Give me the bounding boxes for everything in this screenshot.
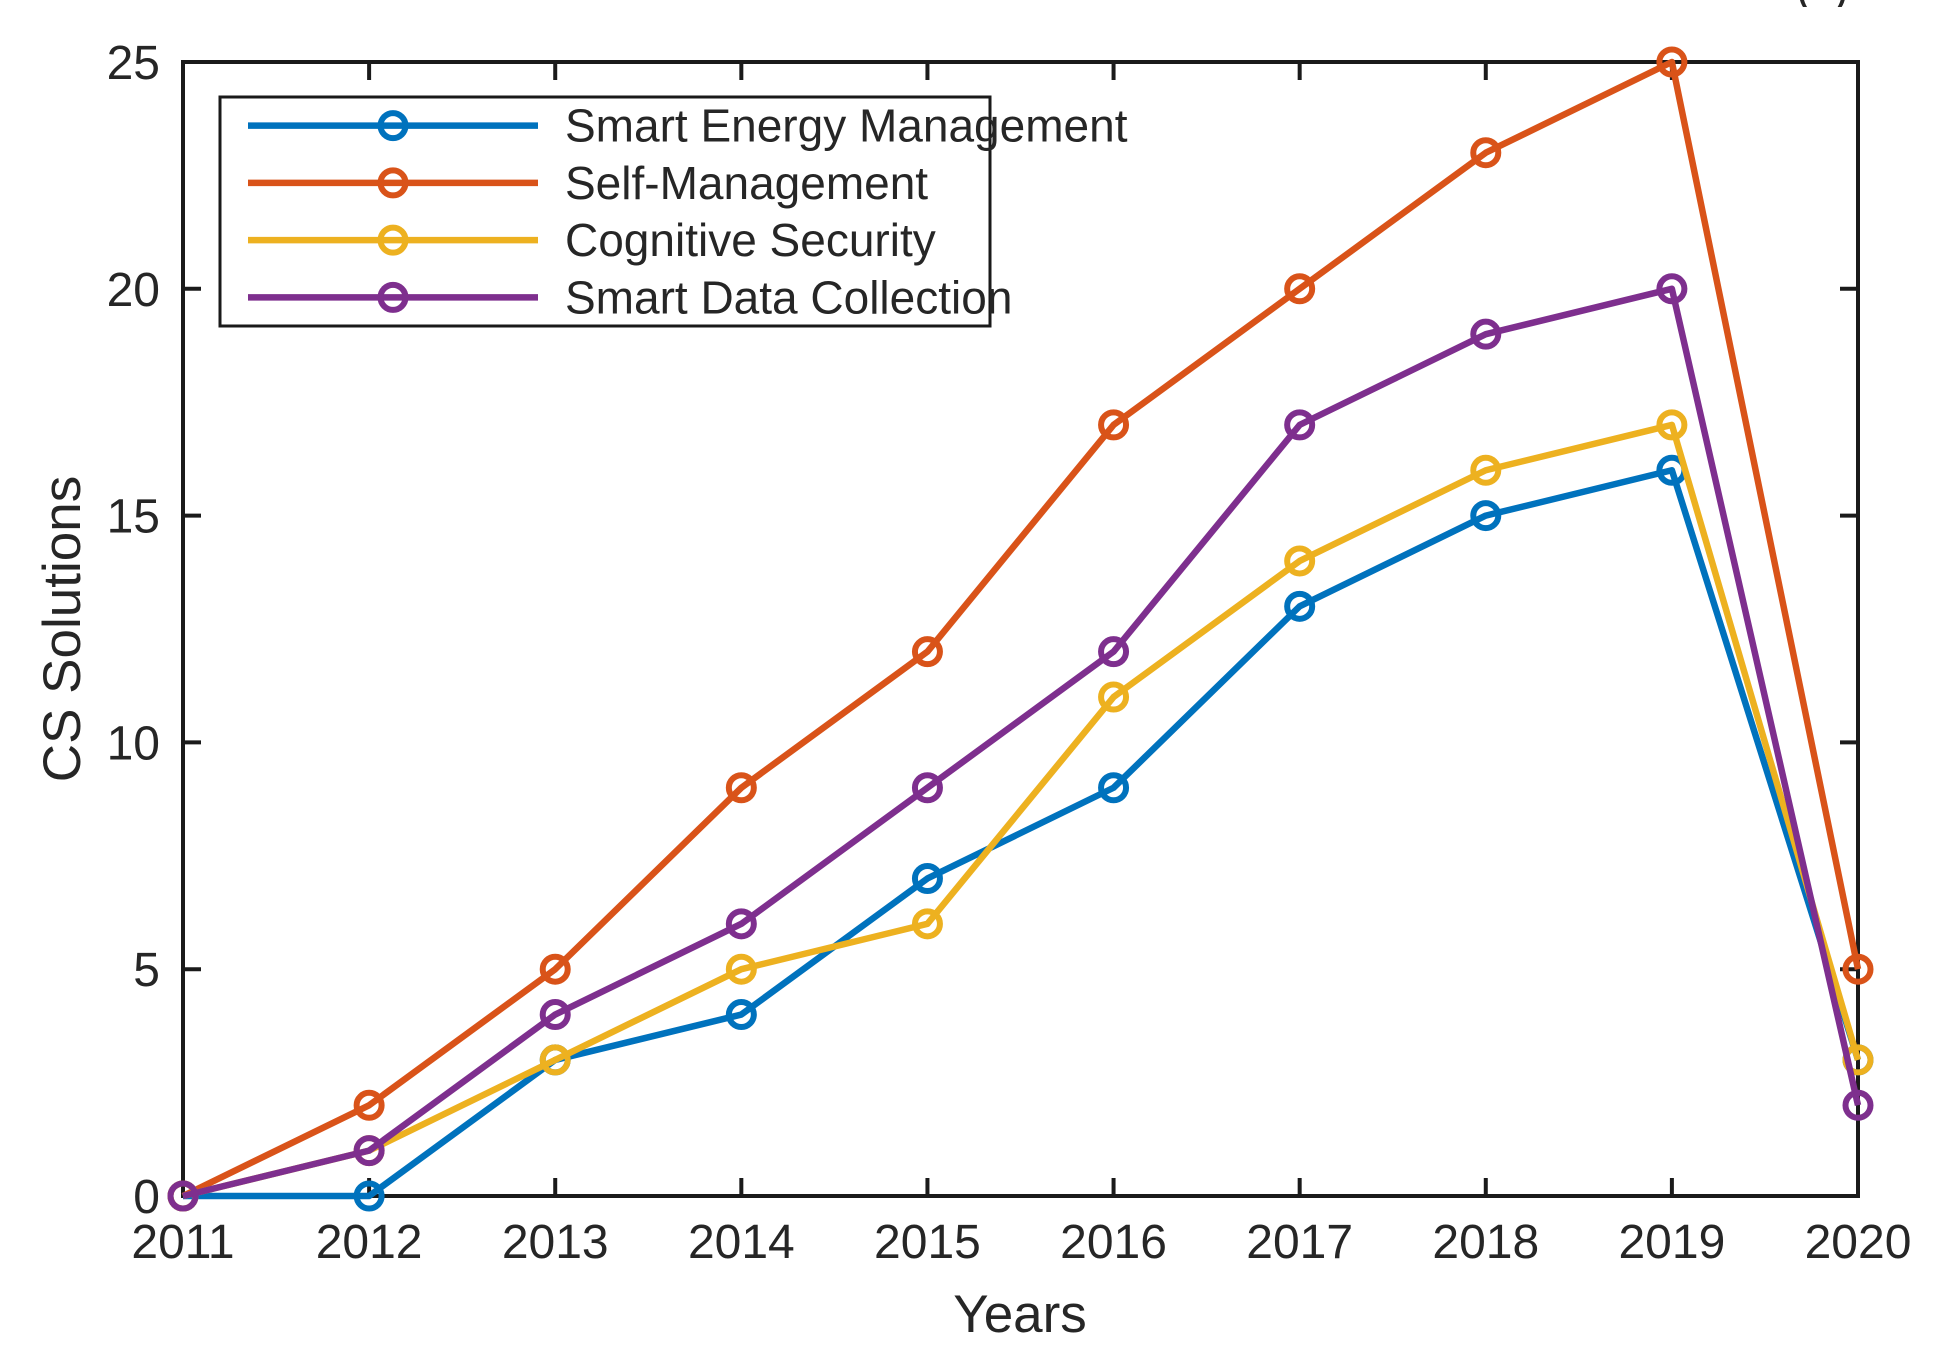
data-point-marker: [1470, 318, 1502, 350]
y-tick-label: 20: [107, 264, 160, 317]
data-point-marker: [353, 1089, 385, 1121]
y-tick-label: 5: [133, 944, 160, 997]
legend-marker: [377, 224, 409, 256]
series-lines: [167, 46, 1874, 1212]
data-point-marker: [1656, 409, 1688, 441]
legend-marker: [377, 110, 409, 142]
x-tick-label: 2015: [874, 1216, 981, 1269]
data-point-marker: [1284, 273, 1316, 305]
data-point-marker: [1284, 590, 1316, 622]
y-tick-label: 15: [107, 491, 160, 544]
legend-marker: [377, 167, 409, 199]
data-point-marker: [725, 772, 757, 804]
x-tick-label: 2012: [316, 1216, 423, 1269]
x-tick-label: 2019: [1618, 1216, 1725, 1269]
data-point-marker: [725, 908, 757, 940]
series-self-management: [167, 46, 1874, 1212]
data-point-marker: [1098, 681, 1130, 713]
series-smart-data-collection: [167, 273, 1874, 1212]
x-tick-label: 2016: [1060, 1216, 1167, 1269]
legend: Smart Energy ManagementSelf-ManagementCo…: [218, 95, 1128, 328]
data-point-marker: [911, 772, 943, 804]
x-tick-label: 2018: [1432, 1216, 1539, 1269]
data-point-marker: [1098, 772, 1130, 804]
data-point-marker: [1656, 46, 1688, 78]
x-tick-label: 2014: [688, 1216, 795, 1269]
data-point-marker: [1656, 273, 1688, 305]
x-axis-label: Years: [953, 1285, 1087, 1344]
data-point-marker: [353, 1135, 385, 1167]
legend-item-label: Self-Management: [565, 157, 928, 209]
data-point-marker: [911, 636, 943, 668]
legend-box: [218, 95, 992, 328]
series-cognitive-security: [167, 409, 1874, 1212]
data-point-marker: [1470, 500, 1502, 532]
data-point-marker: [353, 1180, 385, 1212]
data-point-marker: [911, 862, 943, 894]
data-point-marker: [1098, 409, 1130, 441]
plot-box: [181, 60, 1860, 1198]
data-point-marker: [911, 908, 943, 940]
data-point-marker: [1842, 1089, 1874, 1121]
data-point-marker: [539, 1044, 571, 1076]
data-point-marker: [1470, 137, 1502, 169]
data-point-marker: [1470, 454, 1502, 486]
legend-marker: [377, 281, 409, 313]
data-point-marker: [167, 1180, 199, 1212]
axes: 2011 2012 2013 2014 2015 2016 2017 2018 2019 2020…: [107, 37, 1912, 1269]
x-tick-label: 2020: [1805, 1216, 1912, 1269]
y-tick-label: 0: [133, 1171, 160, 1224]
x-tick-label: 2013: [502, 1216, 609, 1269]
data-point-marker: [1842, 953, 1874, 985]
data-point-marker: [725, 953, 757, 985]
x-tick-label: 2017: [1246, 1216, 1353, 1269]
data-point-marker: [725, 999, 757, 1031]
x-tick-label: 2011: [131, 1216, 234, 1269]
series-smart-energy-management: [167, 454, 1874, 1212]
series-line: [182, 285, 1862, 1200]
legend-item-label: Smart Data Collection: [565, 271, 1012, 323]
data-point-marker: [1284, 545, 1316, 577]
legend-item-label: Smart Energy Management: [565, 100, 1128, 152]
cropped-caption: (): [1796, 0, 1886, 7]
y-axis-label: CS Solutions: [33, 476, 92, 782]
data-point-marker: [539, 999, 571, 1031]
y-tick-label: 10: [107, 717, 160, 770]
y-tick-label: 25: [107, 37, 160, 90]
series-line: [183, 466, 1862, 1200]
series-line: [181, 58, 1862, 1199]
data-point-marker: [1098, 636, 1130, 668]
legend-item-label: Cognitive Security: [565, 214, 936, 266]
series-line: [182, 421, 1862, 1200]
data-point-marker: [1284, 409, 1316, 441]
data-point-marker: [539, 953, 571, 985]
